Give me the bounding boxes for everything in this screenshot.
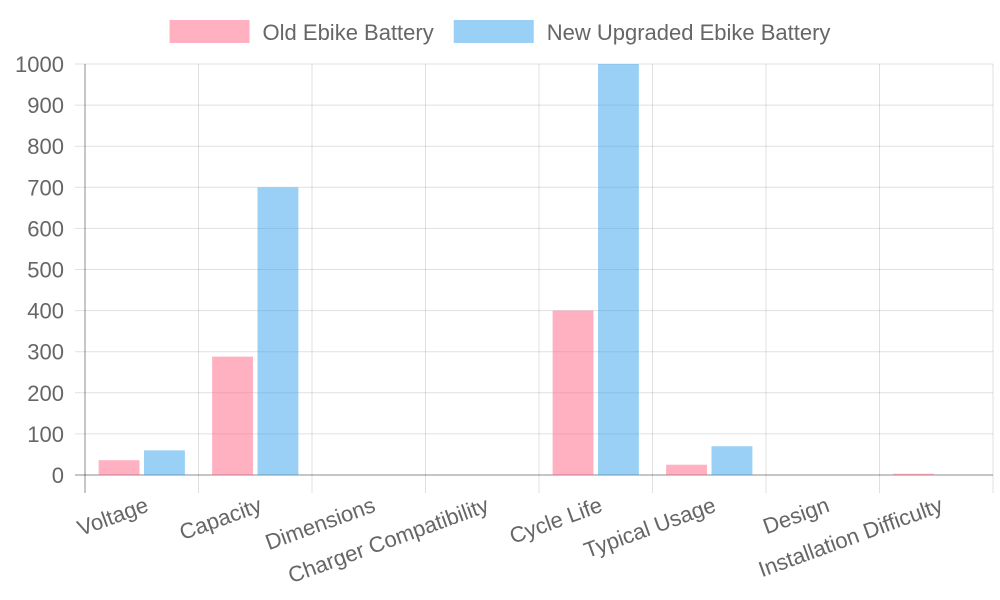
bar [666, 464, 707, 475]
x-tick-label: Installation Difficulty [755, 492, 946, 582]
y-tick-label: 200 [27, 381, 64, 406]
y-tick-label: 100 [27, 422, 64, 447]
y-tick-label: 1000 [15, 52, 64, 77]
y-tick-label: 800 [27, 134, 64, 159]
y-tick-label: 0 [52, 463, 64, 488]
y-tick-label: 300 [27, 340, 64, 365]
y-tick-label: 700 [27, 175, 64, 200]
bar [711, 446, 753, 475]
y-tick-label: 600 [27, 216, 64, 241]
legend-swatch [169, 20, 250, 43]
y-tick-label: 900 [27, 93, 64, 118]
legend-label: Old Ebike Battery [263, 20, 434, 45]
legend-swatch [453, 20, 534, 43]
x-tick-label: Charger Compatibility [285, 492, 492, 588]
bar [598, 64, 639, 475]
bar [257, 187, 299, 476]
bar [552, 310, 594, 475]
y-tick-label: 500 [27, 258, 64, 283]
y-tick-label: 400 [27, 299, 64, 324]
bar [144, 450, 185, 475]
x-tick-label: Design [760, 492, 833, 539]
bar [212, 356, 253, 475]
x-tick-label: Voltage [74, 492, 152, 541]
x-tick-label: Typical Usage [581, 492, 719, 563]
bar [893, 473, 934, 475]
x-tick-label: Capacity [176, 492, 265, 545]
bar [98, 460, 140, 475]
legend-label: New Upgraded Ebike Battery [547, 20, 831, 45]
